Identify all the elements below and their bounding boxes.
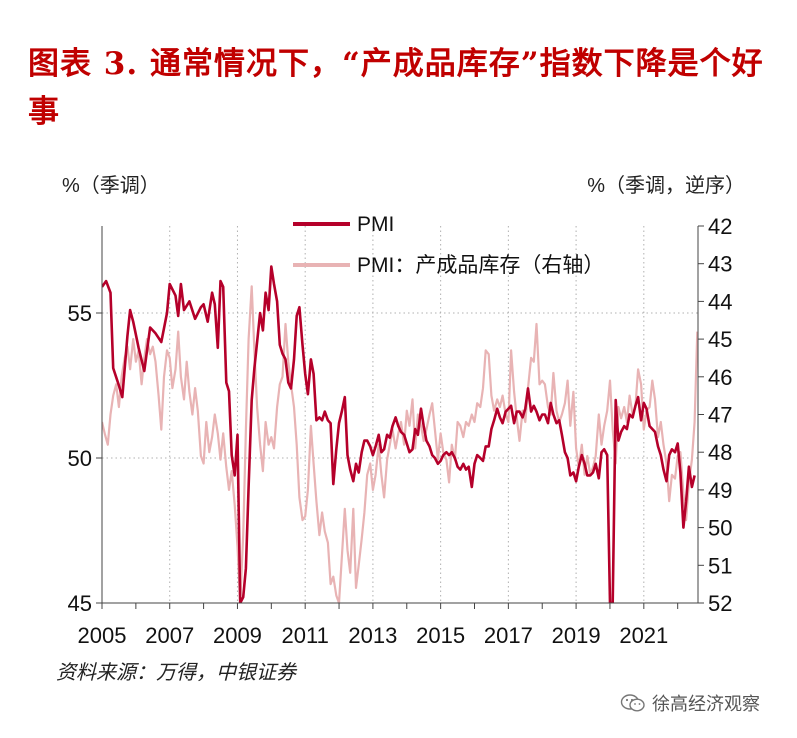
right-axis-unit: %（季调，逆序） (587, 174, 745, 197)
x-tick-label: 2013 (348, 623, 397, 648)
right-tick-label: 52 (708, 591, 732, 616)
series-line-pmi (102, 265, 696, 603)
left-tick-label: 55 (68, 301, 92, 326)
chart-title: 图表 3. 通常情况下，“产成品库存”指数下降是个好事 (28, 46, 764, 130)
wechat-icon (620, 694, 645, 712)
x-tick-label: 2011 (282, 623, 329, 648)
watermark: 徐高经济观察 (620, 690, 760, 716)
right-tick-label: 44 (708, 289, 732, 314)
legend-label-pmi: PMI (357, 213, 394, 236)
x-tick-label: 2017 (484, 623, 533, 648)
axis-labels: %（季调） %（季调，逆序） (62, 174, 745, 197)
right-tick-label: 51 (708, 553, 732, 578)
x-tick-label: 2007 (145, 623, 194, 648)
right-tick-label: 50 (708, 516, 732, 541)
watermark-text: 徐高经济观察 (652, 694, 760, 715)
chart-area: 2005 2007 2009 2011 2013 2015 2017 2019 2021 45 50… (62, 174, 745, 648)
x-tick-label: 2009 (213, 623, 262, 648)
right-tick-label: 46 (708, 365, 732, 390)
right-tick-label: 42 (708, 214, 732, 239)
x-tick-label: 2019 (552, 623, 601, 648)
x-tick-label: 2015 (416, 623, 465, 648)
series-layer (102, 265, 698, 603)
axes: 2005 2007 2009 2011 2013 2015 2017 2019 2021 45 50… (68, 214, 733, 648)
left-tick-label: 45 (68, 591, 92, 616)
left-tick-label: 50 (68, 446, 92, 471)
source-note: 资料来源：万得，中银证券 (56, 660, 296, 684)
right-tick-label: 48 (708, 440, 732, 465)
right-tick-label: 47 (708, 403, 732, 428)
x-tick-label: 2021 (619, 623, 668, 648)
legend: PMI PMI：产成品库存（右轴） (293, 213, 604, 277)
right-tick-label: 49 (708, 478, 732, 503)
legend-label-inventory: PMI：产成品库存（右轴） (357, 254, 604, 277)
x-tick-label: 2005 (78, 623, 127, 648)
right-tick-label: 45 (708, 327, 732, 352)
right-tick-label: 43 (708, 252, 732, 277)
left-axis-unit: %（季调） (62, 174, 160, 197)
